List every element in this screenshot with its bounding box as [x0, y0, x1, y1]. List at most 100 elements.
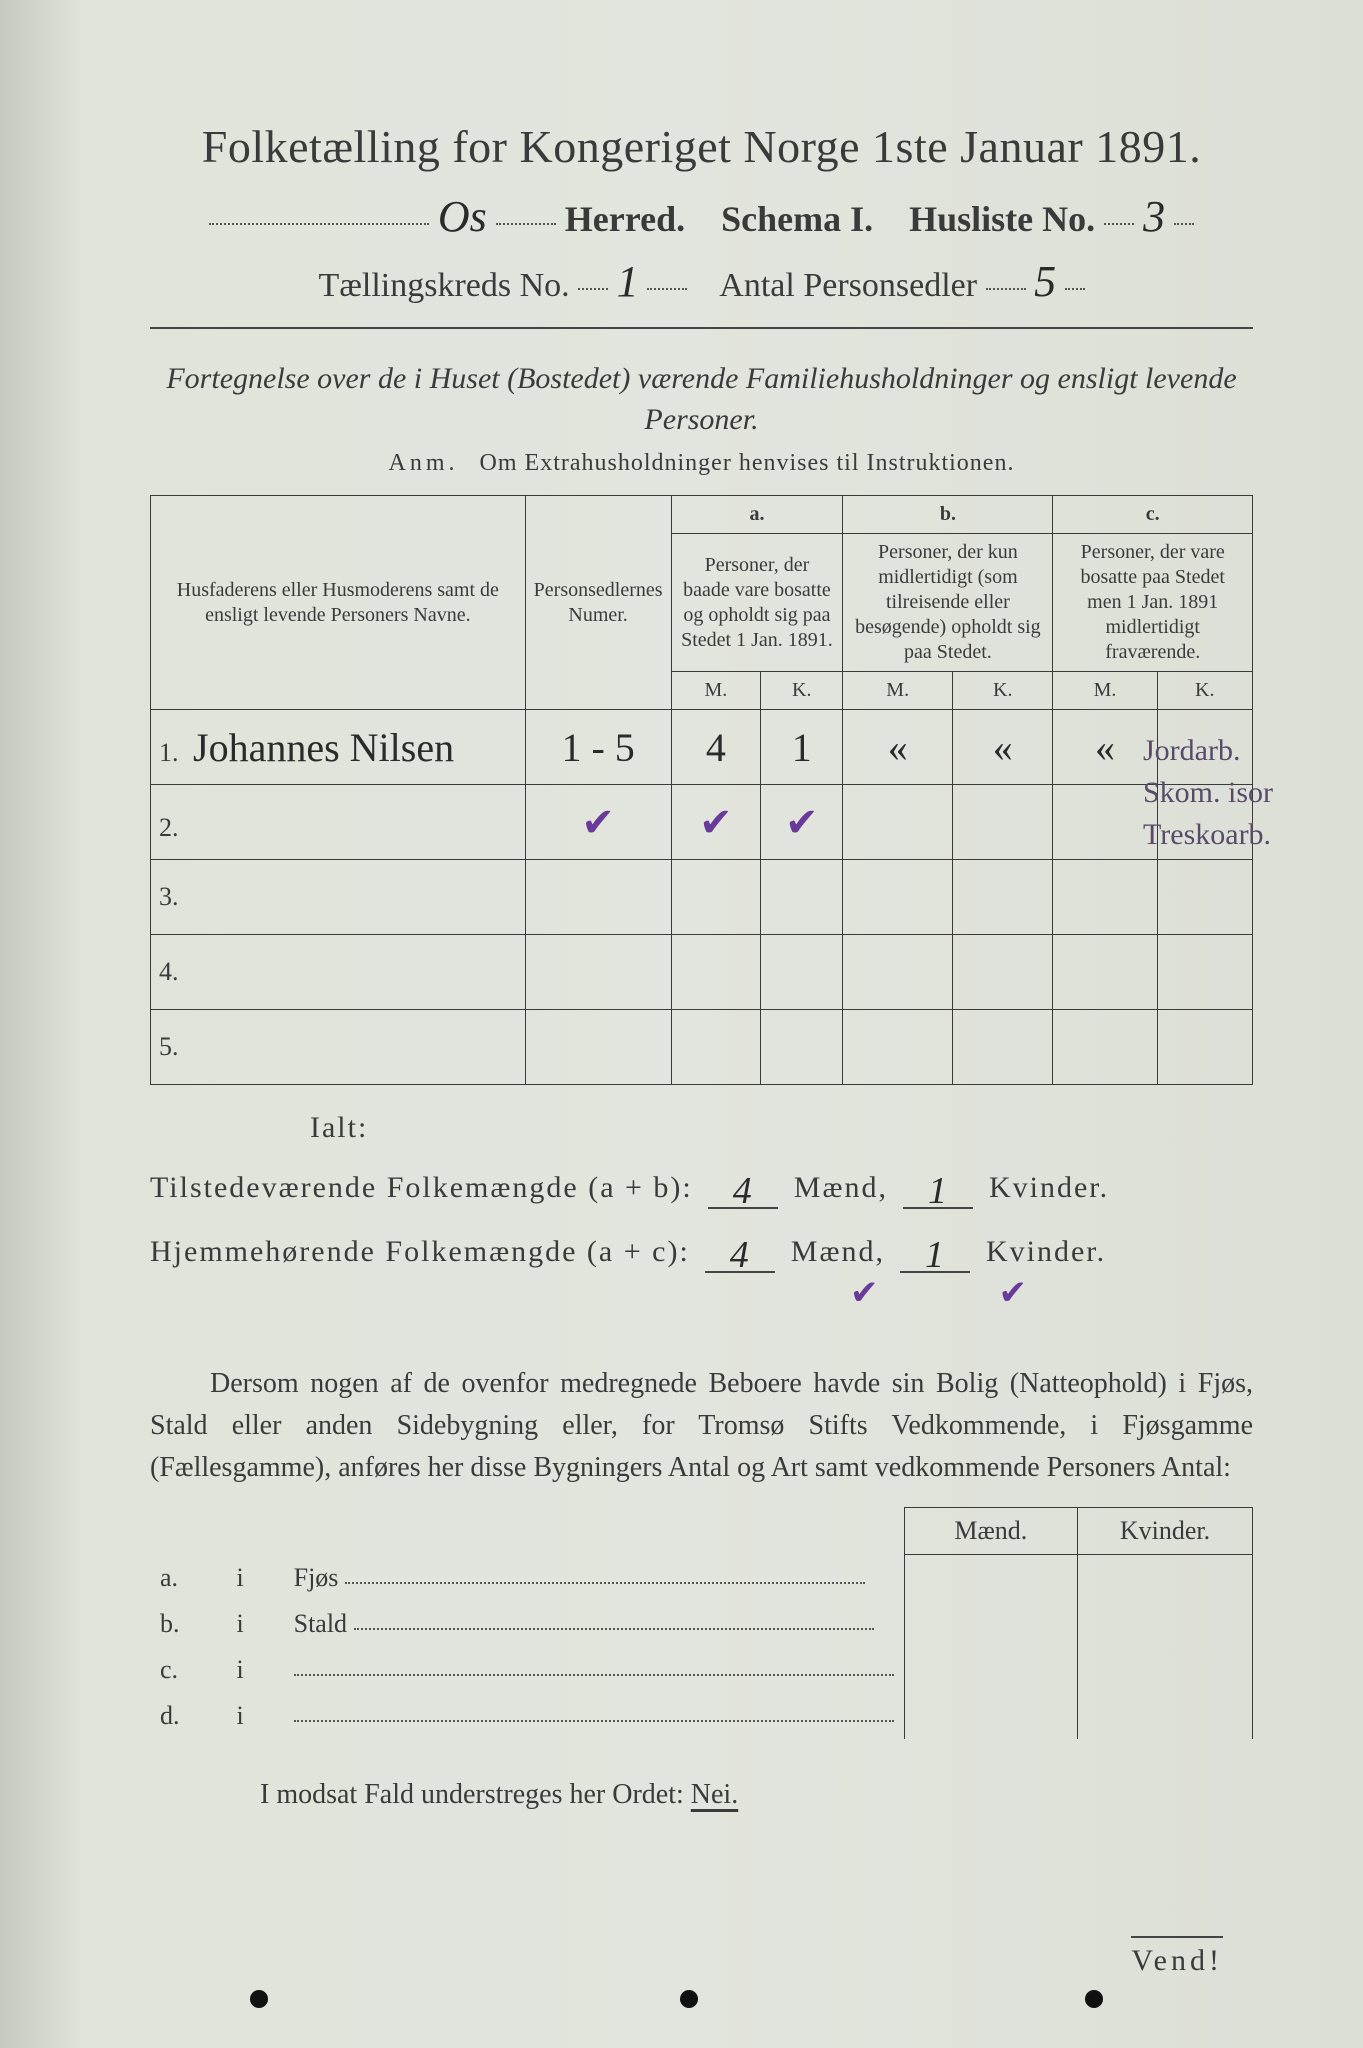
- building-row: a. i Fjøs: [150, 1555, 1253, 1601]
- building-table: Mænd. Kvinder. a. i Fjøs b. i Stald c. i…: [150, 1507, 1253, 1739]
- row-i: i: [226, 1601, 283, 1647]
- cell-bk: «: [993, 725, 1013, 770]
- husliste-value: 3: [1143, 192, 1165, 241]
- dotfill: [294, 1668, 894, 1676]
- maend-label: Mænd,: [794, 1171, 888, 1204]
- dotfill: [345, 1576, 865, 1584]
- anm-text: Om Extrahusholdninger henvises til Instr…: [480, 450, 1015, 476]
- cell-kvinder: [1078, 1601, 1253, 1647]
- kreds-label: Tællingskreds No.: [318, 267, 569, 304]
- header-line-2: Os Herred. Schema I. Husliste No. 3: [150, 191, 1253, 242]
- punch-hole: [680, 1990, 698, 2008]
- cell-ak: 1: [792, 725, 812, 770]
- row-number: 3.: [159, 882, 187, 912]
- anm-label: Anm.: [389, 450, 459, 476]
- cell-numer: 1 - 5: [561, 725, 634, 770]
- husliste-label: Husliste No.: [909, 199, 1095, 239]
- herred-label: Herred.: [565, 199, 685, 239]
- check-icon: ✔: [999, 1275, 1148, 1312]
- table-row: 1. Johannes Nilsen 1 - 5 4 1 « « «: [151, 710, 1253, 785]
- schema-label: Schema I.: [721, 199, 873, 239]
- dotfill: [294, 1714, 894, 1722]
- hjemme-label: Hjemmehørende Folkemængde (a + c):: [150, 1235, 690, 1268]
- row-number: 5.: [159, 1032, 187, 1062]
- table-row: 5.: [151, 1010, 1253, 1085]
- cell-maend: [904, 1693, 1077, 1739]
- check-marks: ✔✔: [850, 1273, 1253, 1313]
- cell-cm: «: [1095, 725, 1115, 770]
- dotfill: [209, 215, 429, 225]
- dotfill: [986, 280, 1026, 290]
- col-c-top: c.: [1053, 496, 1253, 534]
- form-subtitle: Fortegnelse over de i Huset (Bostedet) v…: [150, 359, 1253, 440]
- col-b-k: K.: [953, 672, 1053, 710]
- col-a-k: K.: [761, 672, 843, 710]
- col-c-k: K.: [1157, 672, 1252, 710]
- herred-value: Os: [438, 192, 487, 241]
- cell-am: 4: [706, 725, 726, 770]
- row-label: Stald: [294, 1609, 347, 1638]
- punch-hole: [1085, 1990, 1103, 2008]
- col-a: Personer, der baade vare bosatte og opho…: [671, 534, 843, 672]
- dotfill: [354, 1622, 874, 1630]
- nei-word: Nei.: [691, 1779, 738, 1810]
- check-icon: ✔: [850, 1275, 999, 1312]
- col-b-m: M.: [843, 672, 953, 710]
- row-number: 4.: [159, 957, 187, 987]
- cell-numer: ✔: [581, 800, 615, 845]
- col-kvinder: Kvinder.: [1078, 1508, 1253, 1555]
- dotfill: [647, 280, 687, 290]
- col-a-m: M.: [671, 672, 761, 710]
- maend-label: Mænd,: [791, 1235, 885, 1268]
- row-letter: d.: [150, 1693, 226, 1739]
- table-row: 3.: [151, 860, 1253, 935]
- cell-maend: [904, 1601, 1077, 1647]
- row-i: i: [226, 1693, 283, 1739]
- cell-cm: [1053, 785, 1157, 860]
- totals-line-2: Hjemmehørende Folkemængde (a + c): 4 Mæn…: [150, 1227, 1253, 1273]
- vend-label: Vend!: [1131, 1936, 1223, 1978]
- col-b: Personer, der kun midlertidigt (som tilr…: [843, 534, 1053, 672]
- col-b-top: b.: [843, 496, 1053, 534]
- row-i: i: [226, 1647, 283, 1693]
- col-c: Personer, der vare bosatte paa Stedet me…: [1053, 534, 1253, 672]
- punch-hole: [250, 1990, 268, 2008]
- table-body: 1. Johannes Nilsen 1 - 5 4 1 « « « 2. ✔ …: [151, 710, 1253, 1085]
- horizontal-rule: [150, 327, 1253, 329]
- cell-am: ✔: [699, 800, 733, 845]
- dotfill: [1065, 280, 1085, 290]
- row-i: i: [226, 1555, 283, 1601]
- cell-bk: [953, 785, 1053, 860]
- building-row: d. i: [150, 1693, 1253, 1739]
- cell-ak: ✔: [785, 800, 819, 845]
- hjemme-m: 4: [730, 1234, 751, 1276]
- dotfill: [1104, 215, 1134, 225]
- tilstede-label: Tilstedeværende Folkemængde (a + b):: [150, 1171, 693, 1204]
- row-letter: b.: [150, 1601, 226, 1647]
- cell-maend: [904, 1555, 1077, 1601]
- row-number: 1.: [159, 738, 187, 768]
- anm-line: Anm. Om Extrahusholdninger henvises til …: [150, 450, 1253, 477]
- col-maend: Mænd.: [904, 1508, 1077, 1555]
- hjemme-k: 1: [925, 1234, 946, 1276]
- row-letter: a.: [150, 1555, 226, 1601]
- kvinder-label: Kvinder.: [986, 1235, 1106, 1268]
- nei-text: I modsat Fald understreges her Ordet:: [260, 1779, 684, 1810]
- cell-kvinder: [1078, 1555, 1253, 1601]
- antal-value: 5: [1034, 257, 1056, 306]
- dotfill: [578, 280, 608, 290]
- main-title: Folketælling for Kongeriget Norge 1ste J…: [150, 120, 1253, 173]
- cell-bm: «: [888, 725, 908, 770]
- totals-line-1: Tilstedeværende Folkemængde (a + b): 4 M…: [150, 1163, 1253, 1209]
- row-letter: c.: [150, 1647, 226, 1693]
- nei-line: I modsat Fald understreges her Ordet: Ne…: [260, 1779, 1253, 1811]
- col-c-m: M.: [1053, 672, 1157, 710]
- household-table: Husfaderens eller Husmoderens samt de en…: [150, 495, 1253, 1085]
- dotfill: [1174, 215, 1194, 225]
- table-row: 2. ✔ ✔ ✔: [151, 785, 1253, 860]
- tilstede-k: 1: [928, 1170, 949, 1212]
- header-line-3: Tællingskreds No. 1 Antal Personsedler 5: [150, 256, 1253, 307]
- building-row: c. i: [150, 1647, 1253, 1693]
- dotfill: [496, 215, 556, 225]
- antal-label: Antal Personsedler: [719, 267, 977, 304]
